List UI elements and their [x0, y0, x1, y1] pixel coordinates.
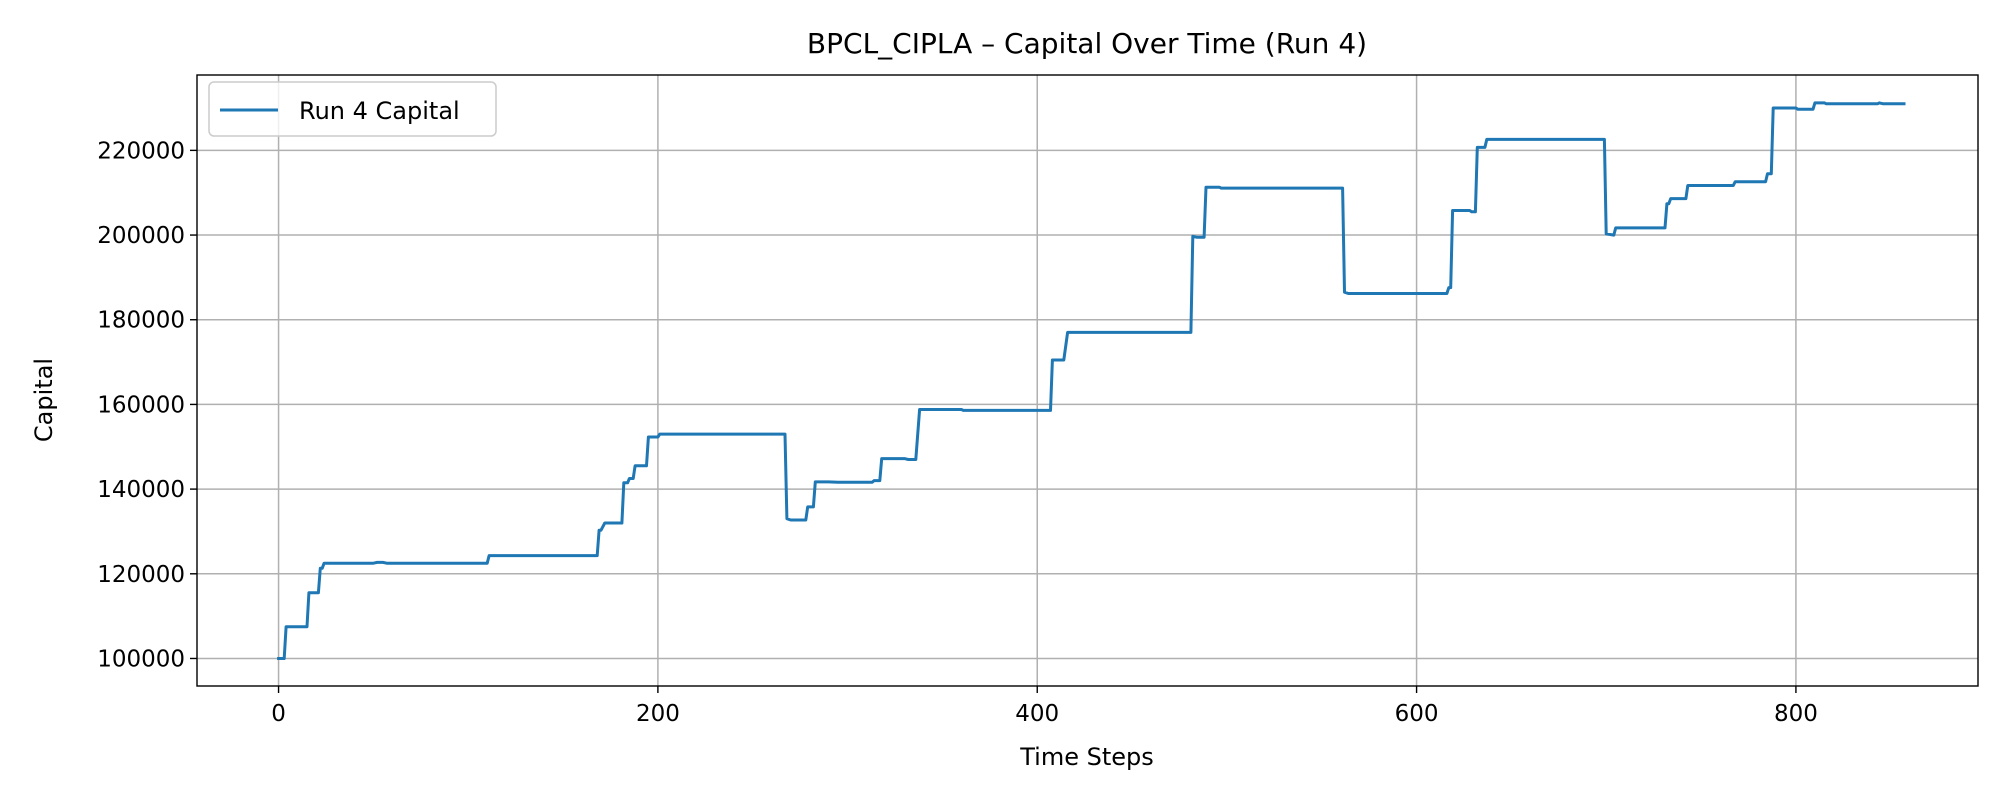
x-tick-label: 600 — [1395, 701, 1439, 727]
x-tick-label: 200 — [636, 701, 680, 727]
x-tick-label: 800 — [1774, 701, 1818, 727]
y-axis-label: Capital — [30, 358, 58, 442]
y-tick-label: 120000 — [97, 562, 185, 588]
x-axis-label: Time Steps — [1019, 743, 1154, 771]
plot-area-frame — [196, 74, 1979, 687]
series-line-run-4-capital — [277, 101, 1906, 660]
y-tick-label: 180000 — [97, 308, 185, 334]
axis-ticks: 0 200 400 600 800 100000 120000 140000 160000 180… — [97, 138, 1818, 727]
legend-label: Run 4 Capital — [299, 97, 460, 125]
y-tick-label: 140000 — [97, 477, 185, 503]
y-tick-label: 100000 — [97, 646, 185, 672]
y-tick-label: 160000 — [97, 392, 185, 418]
legend-box — [208, 81, 497, 137]
series-layer — [277, 101, 1906, 660]
grid-lines — [197, 75, 1978, 686]
y-tick-label: 200000 — [97, 223, 185, 249]
x-tick-label: 400 — [1015, 701, 1059, 727]
y-tick-label: 220000 — [97, 138, 185, 164]
legend: Run 4 Capital — [208, 81, 497, 137]
x-tick-label: 0 — [271, 701, 286, 727]
chart-title: BPCL_CIPLA – Capital Over Time (Run 4) — [807, 27, 1367, 60]
